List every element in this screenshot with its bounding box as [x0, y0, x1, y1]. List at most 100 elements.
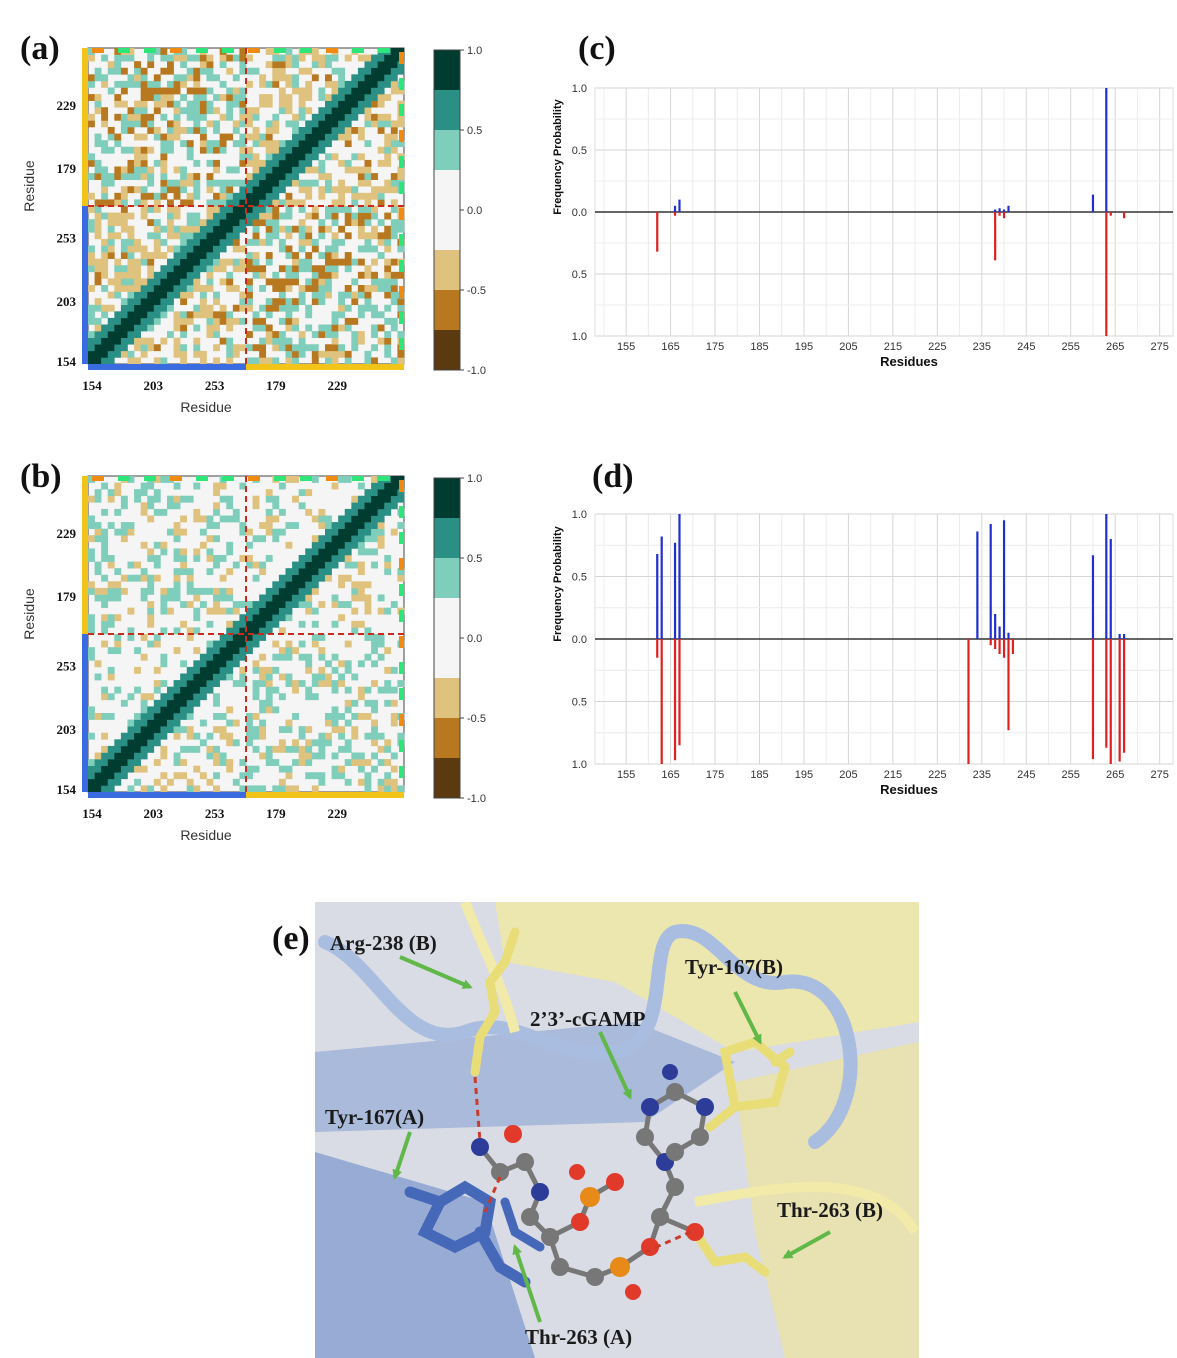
- heatmap-cell: [278, 265, 286, 273]
- heatmap-cell: [206, 778, 214, 786]
- heatmap-cell: [213, 522, 220, 529]
- heatmap-cell: [371, 647, 378, 655]
- heatmap-cell: [147, 113, 155, 121]
- heatmap-cell: [120, 120, 128, 128]
- heatmap-cell: [107, 331, 115, 338]
- heatmap-cell: [311, 607, 319, 615]
- heatmap-cell: [127, 212, 135, 220]
- heatmap-cell: [101, 686, 109, 694]
- heatmap-cell: [153, 285, 161, 292]
- heatmap-cell: [344, 120, 352, 128]
- heatmap-cell: [259, 607, 267, 615]
- heatmap-cell: [134, 713, 141, 720]
- heatmap-cell: [331, 601, 339, 608]
- heatmap-cell: [213, 601, 220, 608]
- heatmap-cell: [107, 219, 115, 227]
- heatmap-cell: [226, 706, 234, 714]
- heatmap-cell: [120, 278, 128, 286]
- heatmap-cell: [318, 331, 326, 338]
- heatmap-cell: [232, 680, 240, 687]
- molecular-structure-image: (e) Arg-238 (B) Tyr-167(B) 2’3’-cGAMP Ty…: [315, 902, 919, 1358]
- heatmap-cell: [226, 634, 234, 641]
- heatmap-cell: [246, 265, 253, 273]
- heatmap-cell: [232, 54, 240, 62]
- heatmap-cell: [338, 199, 346, 207]
- heatmap-cell: [371, 634, 378, 641]
- heatmap-cell: [107, 778, 115, 786]
- heatmap-cell: [94, 94, 102, 101]
- heatmap-cell: [167, 271, 174, 279]
- heatmap-cell: [219, 587, 227, 595]
- heatmap-cell: [311, 133, 319, 141]
- heatmap-cell: [265, 508, 273, 516]
- chain-b-bar-left: [82, 476, 88, 634]
- heatmap-cell: [292, 140, 299, 148]
- heatmap-cell: [344, 285, 352, 292]
- heatmap-cell: [120, 271, 128, 279]
- heatmap-cell: [226, 732, 234, 740]
- heatmap-cell: [114, 344, 122, 352]
- heatmap-cell: [134, 258, 141, 266]
- heatmap-cell: [219, 232, 227, 240]
- heatmap-cell: [246, 739, 253, 747]
- heatmap-cell: [364, 759, 372, 766]
- heatmap-cell: [232, 199, 240, 207]
- heatmap-cell: [213, 759, 220, 766]
- heatmap-cell: [173, 212, 181, 220]
- heatmap-cell: [351, 219, 359, 227]
- heatmap-cell: [331, 765, 339, 773]
- heatmap-cell: [193, 159, 201, 167]
- heatmap-cell: [265, 100, 273, 108]
- heatmap-cell: [134, 271, 141, 279]
- heatmap-cell: [219, 337, 227, 345]
- heatmap-cell: [377, 778, 385, 786]
- heatmap-cell: [357, 219, 365, 227]
- heatmap-cell: [397, 173, 405, 180]
- heatmap-cell: [331, 561, 339, 569]
- heatmap-cell: [311, 291, 319, 299]
- heatmap-cell: [305, 574, 313, 582]
- colorbar-band: [434, 518, 460, 559]
- heatmap-cell: [331, 107, 339, 115]
- heatmap-cell: [134, 686, 141, 694]
- heatmap-cell: [259, 337, 267, 345]
- heatmap-cell: [318, 732, 326, 740]
- heatmap-cell: [272, 298, 280, 306]
- heatmap-cell: [364, 192, 372, 200]
- heatmap-cell: [160, 159, 168, 167]
- heatmap-cell: [259, 627, 267, 635]
- heatmap-cell: [88, 159, 95, 167]
- heatmap-cell: [206, 206, 214, 213]
- heatmap-cell: [127, 752, 135, 760]
- heatmap-cell: [272, 337, 280, 345]
- heatmap-cell: [252, 666, 260, 674]
- heatmap-cell: [357, 245, 365, 253]
- heatmap-cell: [318, 219, 326, 227]
- heatmap-cell: [153, 100, 161, 108]
- heatmap-cell: [384, 482, 392, 490]
- heatmap-cell: [180, 548, 188, 556]
- heatmap-cell: [318, 535, 326, 543]
- heatmap-cell: [120, 87, 128, 95]
- heatmap-cell: [213, 331, 220, 338]
- heatmap-cell: [101, 311, 109, 319]
- heatmap-cell: [351, 331, 359, 338]
- heatmap-cell: [272, 159, 280, 167]
- heatmap-cell: [101, 271, 109, 279]
- heatmap-cell: [134, 159, 141, 167]
- x-tick-label: 265: [1106, 769, 1124, 781]
- heatmap-cell: [364, 94, 372, 101]
- heatmap-cell: [153, 48, 161, 55]
- heatmap-cell: [265, 607, 273, 615]
- heatmap-cell: [101, 772, 109, 780]
- heatmap-cell: [384, 666, 392, 674]
- heatmap-cell: [186, 74, 194, 82]
- heatmap-cell: [147, 739, 155, 747]
- heatmap-cell: [88, 778, 95, 786]
- heatmap-xtick: 253: [205, 378, 225, 393]
- heatmap-cell: [384, 133, 392, 141]
- heatmap-cell: [292, 317, 299, 325]
- sse-mark-right: [399, 610, 404, 622]
- heatmap-cell: [259, 238, 267, 246]
- heatmap-cell: [338, 541, 346, 549]
